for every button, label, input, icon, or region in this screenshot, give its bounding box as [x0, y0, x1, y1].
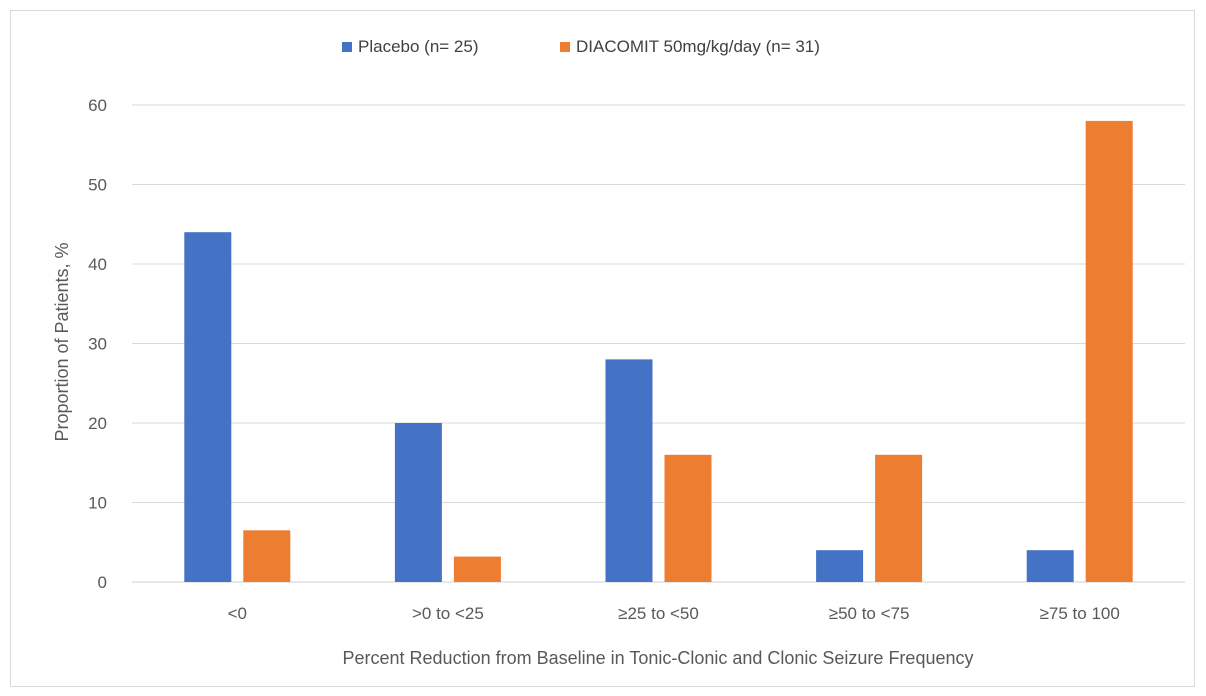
x-axis-title: Percent Reduction from Baseline in Tonic…: [343, 648, 974, 668]
y-tick-label: 0: [98, 573, 107, 592]
x-tick-label: ≥25 to <50: [618, 604, 699, 623]
x-tick-label: ≥50 to <75: [829, 604, 910, 623]
legend-label: Placebo (n= 25): [358, 37, 479, 56]
bar-diacomit-2: [665, 455, 712, 582]
bar-placebo-0: [184, 232, 231, 582]
bar-diacomit-3: [875, 455, 922, 582]
y-tick-label: 20: [88, 414, 107, 433]
bar-placebo-2: [606, 359, 653, 582]
legend-label: DIACOMIT 50mg/kg/day (n= 31): [576, 37, 820, 56]
y-axis-ticks: 0 10 20 30 40 50 60: [88, 96, 107, 592]
bar-diacomit-0: [243, 530, 290, 582]
y-tick-label: 60: [88, 96, 107, 115]
bar-placebo-4: [1027, 550, 1074, 582]
x-tick-label: >0 to <25: [412, 604, 484, 623]
y-tick-label: 40: [88, 255, 107, 274]
bar-placebo-3: [816, 550, 863, 582]
y-tick-label: 50: [88, 176, 107, 195]
y-tick-label: 30: [88, 335, 107, 354]
x-axis-ticks: <0 >0 to <25 ≥25 to <50 ≥50 to <75 ≥75 to 10…: [228, 604, 1120, 623]
y-axis-title: Proportion of Patients, %: [52, 242, 72, 441]
gridlines: [132, 105, 1185, 582]
legend: Placebo (n= 25) DIACOMIT 50mg/kg/day (n= …: [342, 37, 820, 56]
bar-diacomit-1: [454, 557, 501, 582]
x-tick-label: ≥75 to 100: [1040, 604, 1120, 623]
x-tick-label: <0: [228, 604, 247, 623]
bar-diacomit-4: [1086, 121, 1133, 582]
y-tick-label: 10: [88, 494, 107, 513]
bar-placebo-1: [395, 423, 442, 582]
legend-swatch: [560, 42, 570, 52]
legend-swatch: [342, 42, 352, 52]
bars: [184, 121, 1132, 582]
